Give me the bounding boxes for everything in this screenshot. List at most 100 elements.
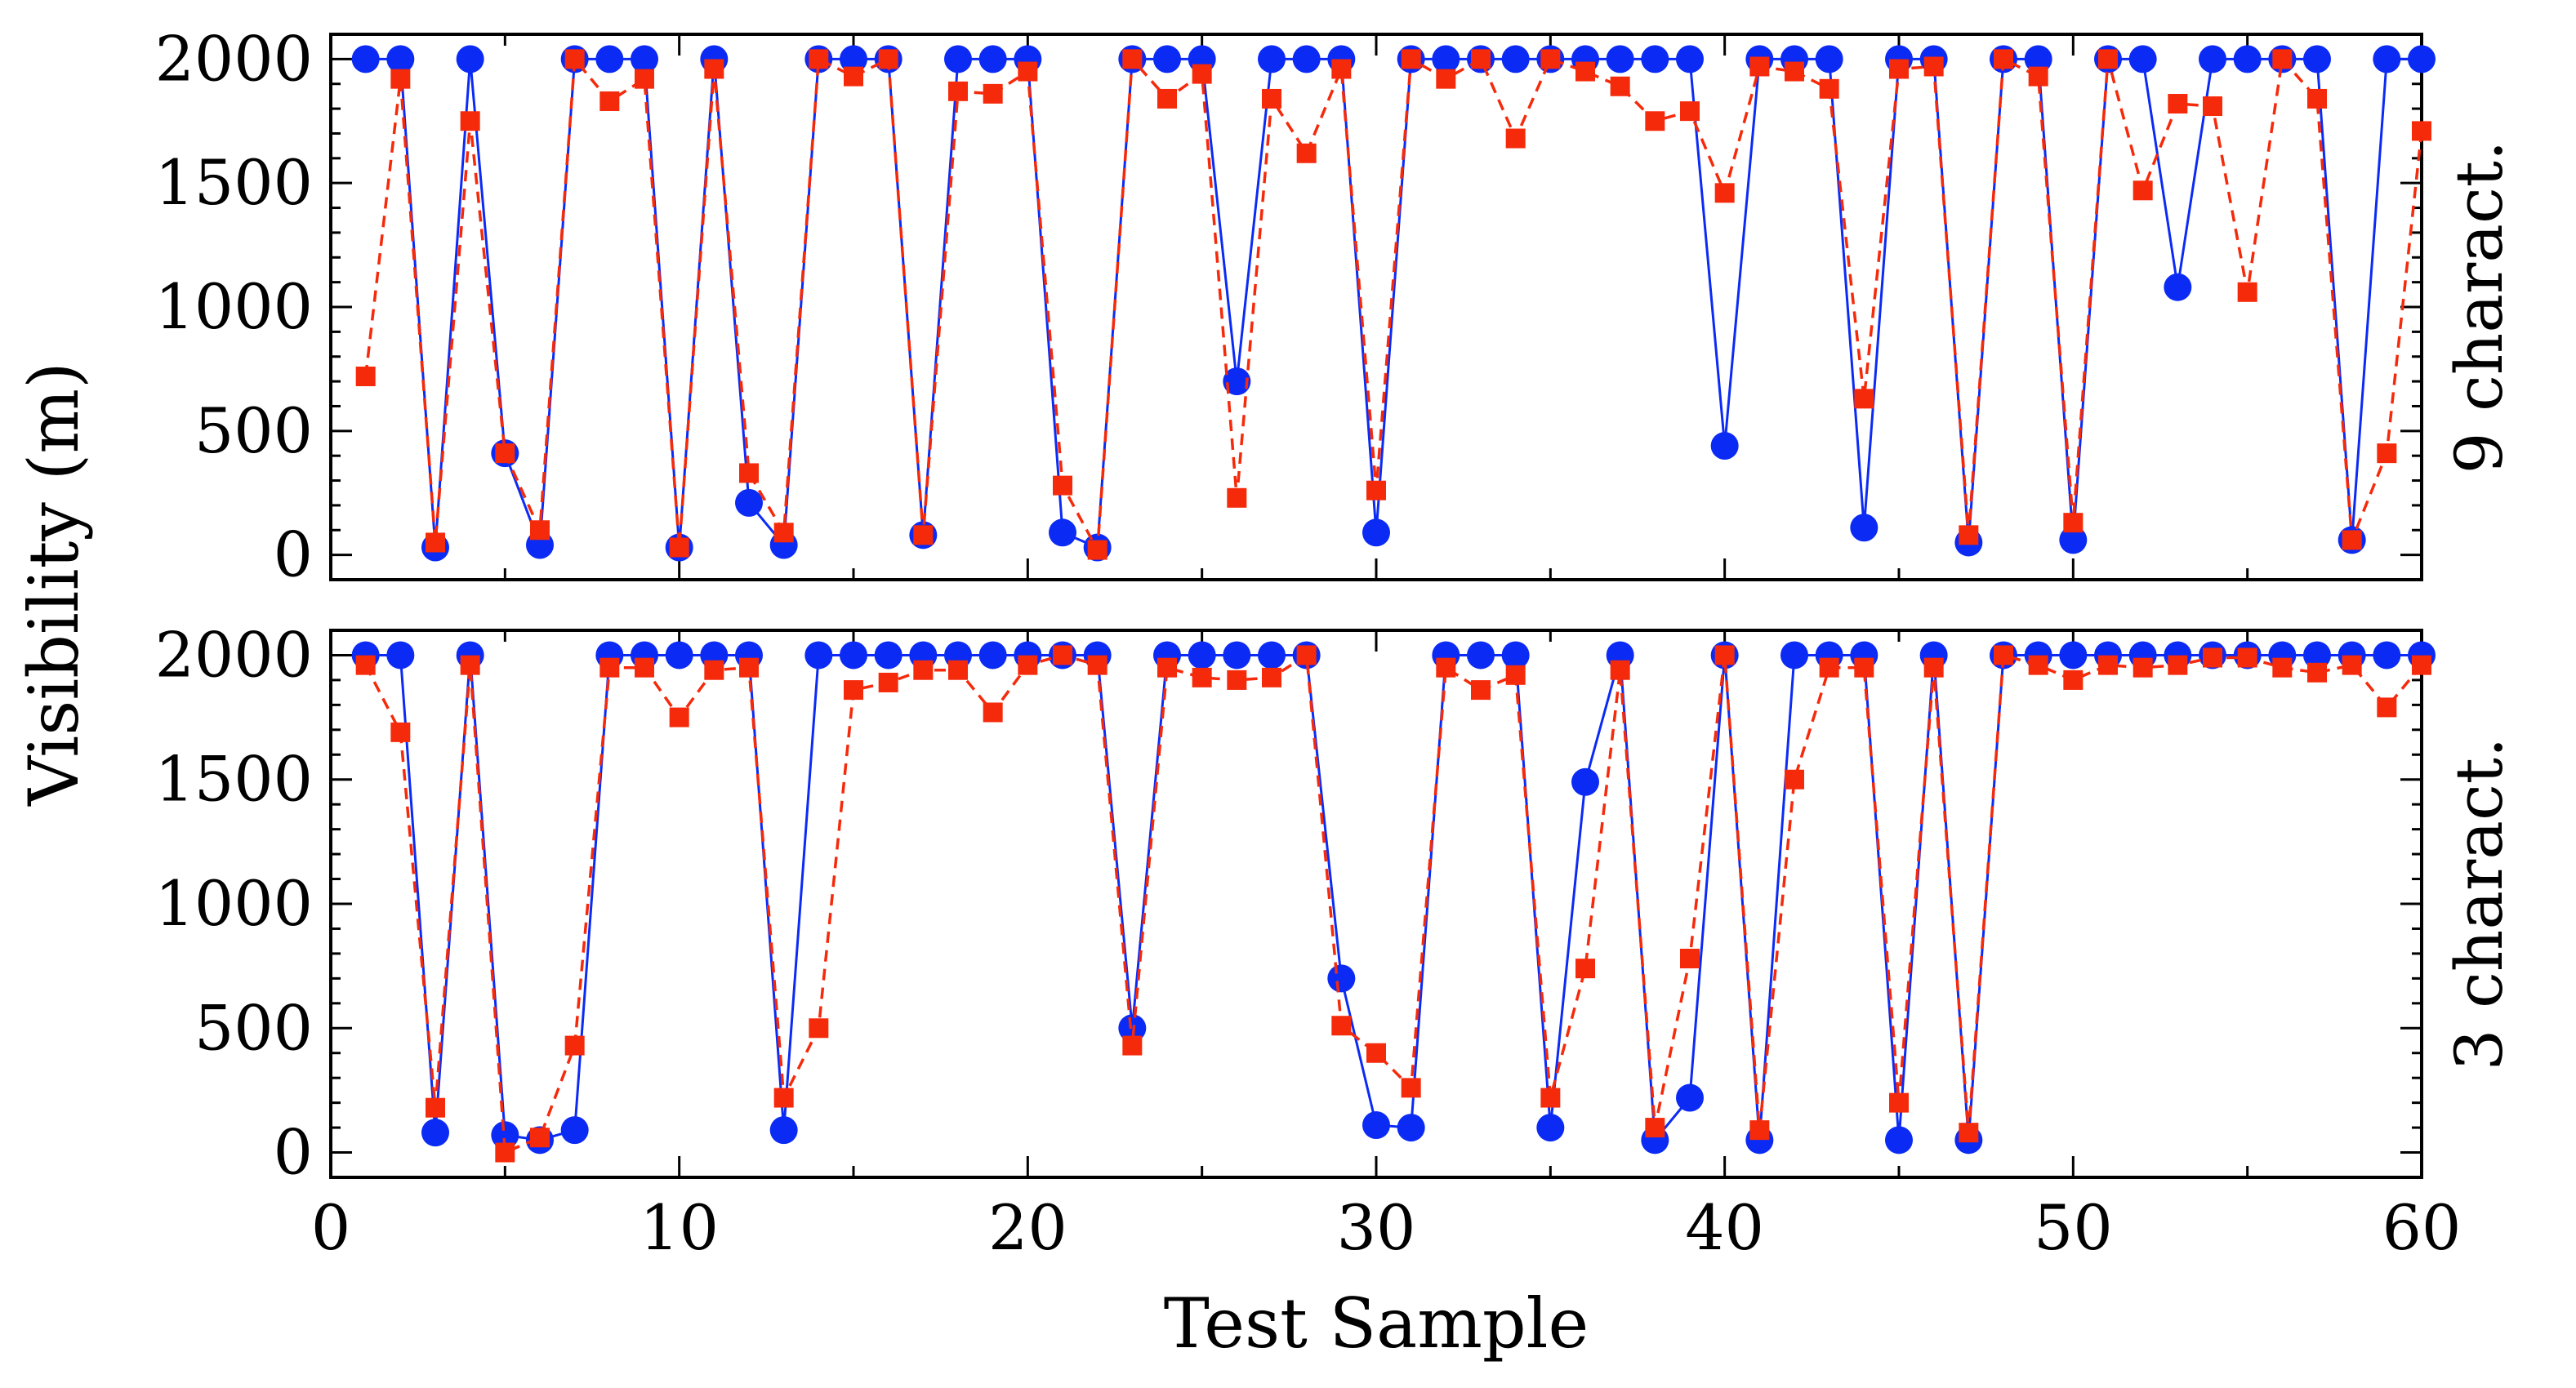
point-predicted [1610,76,1630,96]
x-tick-label: 40 [1685,1191,1764,1264]
point-predicted [773,1088,794,1108]
point-predicted [426,1097,445,1118]
point-actual [1501,45,1530,73]
point-predicted [1018,655,1038,675]
point-predicted [599,91,620,111]
point-predicted [2168,655,2188,675]
point-predicted [2063,513,2084,533]
point-predicted [390,69,411,89]
point-predicted [1471,680,1491,701]
point-actual [351,45,380,73]
point-predicted [2237,647,2257,668]
point-actual [2373,45,2401,73]
y-tick-label: 2000 [155,618,313,691]
point-actual [1676,45,1704,73]
series-line-actual [365,57,2422,549]
point-predicted [1923,56,1944,77]
point-predicted [878,672,898,692]
y-tick-label: 500 [194,991,313,1064]
point-predicted [1262,667,1281,687]
point-predicted [1018,61,1038,82]
point-predicted [983,702,1003,723]
point-predicted [460,111,480,131]
point-predicted [1785,61,1804,82]
point-actual [978,641,1007,670]
point-predicted [426,532,445,553]
series-line-actual [365,654,2422,1144]
point-predicted [1994,49,2013,69]
panel-label: 9 charact. [2441,140,2517,474]
point-predicted [2307,88,2327,109]
point-predicted [2272,49,2293,69]
point-predicted [983,83,1003,104]
point-predicted [1680,101,1700,122]
y-tick-label: 1500 [155,743,313,816]
point-predicted [1053,645,1072,665]
point-actual [1258,641,1286,670]
point-predicted [2063,670,2084,690]
point-predicted [1192,64,1212,84]
point-actual [456,45,484,73]
point-predicted [1227,487,1247,508]
point-predicted [2168,94,2188,114]
point-actual [769,1116,798,1145]
point-predicted [1575,61,1595,82]
point-predicted [460,655,480,675]
point-predicted [1889,1092,1909,1113]
point-predicted [1854,657,1874,678]
point-predicted [2377,697,2397,718]
point-actual [1362,518,1390,547]
point-predicted [2342,655,2362,675]
point-actual [2373,641,2401,670]
point-predicted [495,1142,515,1163]
point-actual [2164,273,2192,301]
x-axis-label: Test Sample [1164,1283,1589,1364]
point-predicted [1505,665,1526,685]
point-actual [421,1119,449,1147]
point-predicted [1749,1120,1770,1141]
point-actual [595,45,624,73]
point-actual [560,1116,589,1145]
plot-frame [329,629,2423,1179]
y-tick-label: 1000 [155,867,313,940]
x-tick-label: 60 [2382,1191,2462,1264]
point-actual [1223,641,1251,670]
point-actual [1571,767,1599,796]
point-predicted [1436,657,1456,678]
point-predicted [2133,657,2153,678]
point-predicted [2377,443,2397,464]
point-actual [2303,45,2331,73]
point-actual [1362,1111,1390,1140]
point-actual [1223,367,1251,396]
point-predicted [2098,49,2118,69]
point-actual [1258,45,1286,73]
point-predicted [2272,657,2293,678]
point-predicted [669,707,689,727]
point-predicted [809,1018,829,1039]
point-actual [2199,45,2226,73]
panel-label: 3 charact. [2441,737,2517,1071]
point-predicted [1645,1118,1665,1138]
point-predicted [599,657,620,678]
point-actual [1676,1083,1704,1112]
point-actual [1049,518,1076,547]
point-actual [978,45,1007,73]
panel-bottom: 0 500 1000 1500 2000 0 10 20 30 40 50 60 3 charact. [155,618,2517,1264]
panel-top: 0 500 1000 1500 2000 9 charact. [155,22,2517,590]
y-tick-label: 500 [194,394,313,467]
point-predicted [1087,540,1108,560]
point-predicted [1436,69,1456,89]
point-predicted [1540,49,1561,69]
y-tick-label: 0 [274,1116,313,1189]
point-predicted [1192,667,1212,687]
point-predicted [844,680,863,701]
point-actual [1536,1114,1565,1142]
point-predicted [1331,1016,1352,1036]
point-actual [2408,45,2436,73]
point-predicted [878,49,898,69]
point-actual [1885,1126,1913,1154]
point-actual [1188,641,1216,670]
point-predicted [948,81,968,101]
point-actual [665,641,693,670]
point-predicted [1122,49,1143,69]
